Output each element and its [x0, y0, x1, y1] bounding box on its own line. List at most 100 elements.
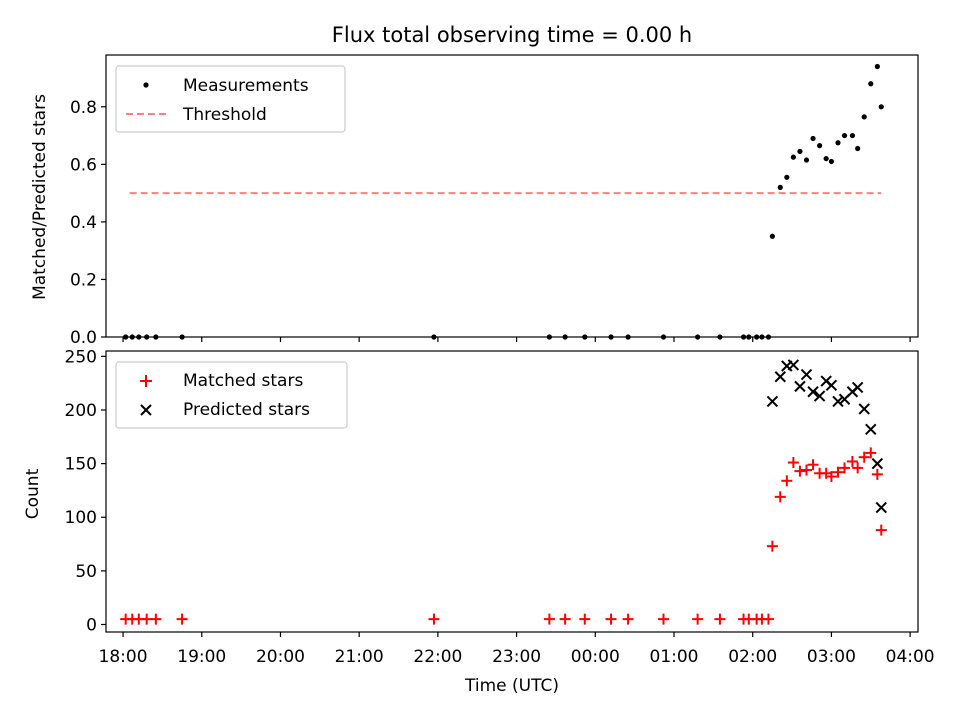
bottom-matched-stars-point	[781, 475, 793, 487]
bottom-matched-stars-point	[559, 613, 571, 625]
y-tick-label: 0.2	[70, 270, 97, 290]
bottom-predicted-stars-point	[875, 501, 887, 514]
bottom-matched-stars-point	[762, 613, 774, 625]
x-tick-label: 04:00	[886, 647, 935, 667]
bottom-matched-stars-point	[787, 457, 799, 469]
legend-measurements-marker	[143, 82, 149, 88]
bottom-matched-stars-point	[794, 465, 806, 477]
bottom-predicted-stars-point	[851, 381, 864, 394]
bottom-predicted-stars-point	[832, 395, 844, 408]
bottom-matched-stars-point	[622, 613, 634, 625]
bottom-matched-stars-point	[150, 613, 162, 625]
y-tick-label: 0.8	[70, 98, 97, 118]
bottom-predicted-stars-point	[766, 395, 779, 408]
bottom-matched-stars-point	[141, 613, 153, 625]
top-measurements-point	[769, 233, 775, 239]
x-tick-label: 22:00	[413, 647, 462, 667]
top-measurements-point	[861, 114, 867, 120]
bottom-matched-stars-point	[543, 613, 555, 625]
top-measurements-point	[817, 143, 823, 149]
legend-predicted-marker	[140, 404, 152, 416]
y-tick-label: 0.6	[70, 155, 97, 175]
top-panel: 0.0 0.2 0.4 0.6 0.8	[70, 54, 919, 348]
bottom-matched-stars-point	[865, 447, 877, 459]
top-measurements-point	[777, 184, 783, 190]
top-measurements-point	[823, 155, 829, 162]
top-measurements-point	[855, 145, 861, 152]
legend-top: Measurements Threshold	[115, 65, 346, 133]
plots-layer: 0.0 0.2 0.4 0.6 0.8 0 50 100 150 200 250 18:00 19:00…	[65, 54, 935, 667]
y-tick-label: 0.0	[70, 328, 97, 348]
top-measurements-point	[874, 63, 880, 70]
x-tick-label: 18:00	[99, 647, 148, 667]
x-axis-label: Time (UTC)	[464, 676, 559, 696]
top-measurements-point	[790, 154, 796, 160]
y-tick-label: 50	[75, 562, 97, 582]
bottom-matched-stars-point	[875, 524, 887, 536]
y-tick-label: 0.4	[70, 213, 97, 233]
top-measurements-point	[828, 158, 835, 165]
bottom-predicted-stars-point	[871, 457, 884, 470]
top-measurements-point	[849, 132, 856, 139]
bottom-matched-stars-point	[714, 613, 726, 625]
y-tick-label: 100	[65, 508, 97, 528]
y-tick-label: 150	[65, 455, 97, 475]
bottom-matched-stars-point	[605, 613, 617, 625]
top-measurements-point	[878, 104, 884, 110]
bottom-predicted-stars-point	[813, 390, 826, 402]
bottom-y-axis-label: Count	[23, 468, 43, 519]
legend-predicted-label: Predicted stars	[183, 400, 310, 420]
x-tick-label: 03:00	[807, 647, 856, 667]
legend-measurements-label: Measurements	[183, 76, 309, 96]
bottom-matched-stars-point	[825, 470, 837, 482]
y-tick-label: 200	[65, 401, 97, 421]
x-tick-label: 01:00	[650, 647, 699, 667]
bottom-matched-stars-point	[852, 462, 864, 474]
x-tick-label: 02:00	[728, 647, 777, 667]
bottom-matched-stars-point	[692, 613, 704, 625]
top-measurements-point	[835, 140, 841, 146]
x-tick-label: 19:00	[177, 647, 226, 667]
top-axes-frame	[105, 54, 919, 338]
top-measurements-point	[868, 81, 874, 87]
bottom-matched-stars-point	[579, 613, 591, 625]
bottom-predicted-stars-point	[825, 379, 838, 392]
chart-title: Flux total observing time = 0.00 h	[332, 23, 692, 47]
bottom-matched-stars-point	[858, 451, 870, 463]
bottom-predicted-stars-point	[807, 386, 819, 398]
legend-bottom-box	[115, 361, 348, 429]
bottom-panel: 0 50 100 150 200 250 18:00 19:00 20:00 21:00 22:00…	[65, 347, 935, 667]
bottom-matched-stars-point	[774, 491, 786, 503]
bottom-matched-stars-point	[766, 540, 778, 552]
legend-top-box	[115, 65, 346, 133]
top-measurements-point	[797, 148, 803, 154]
y-tick-label: 250	[65, 347, 97, 367]
y-tick-label: 0	[86, 615, 97, 635]
x-tick-label: 23:00	[492, 647, 541, 667]
top-measurements-point	[803, 157, 810, 163]
bottom-predicted-stars-point	[858, 403, 870, 415]
bottom-matched-stars-point	[658, 613, 670, 625]
bottom-predicted-stars-point	[774, 371, 786, 383]
bottom-matched-stars-point	[428, 613, 440, 625]
x-tick-label: 20:00	[256, 647, 305, 667]
bottom-axes-frame	[105, 350, 919, 633]
x-tick-label: 21:00	[335, 647, 384, 667]
top-measurements-point	[841, 132, 848, 139]
top-measurements-point	[810, 135, 816, 142]
bottom-matched-stars-point	[800, 464, 812, 476]
bottom-matched-stars-point	[871, 468, 883, 480]
bottom-matched-stars-point	[846, 455, 858, 467]
legend-matched-label: Matched stars	[183, 371, 303, 391]
top-y-axis-label: Matched/Predicted stars	[30, 94, 50, 300]
bottom-matched-stars-point	[807, 459, 819, 471]
bottom-matched-stars-point	[176, 613, 188, 625]
bottom-predicted-stars-point	[865, 423, 877, 436]
legend-threshold-label: Threshold	[182, 105, 267, 125]
top-measurements-point	[784, 174, 790, 180]
bottom-matched-stars-point	[832, 466, 844, 478]
x-tick-label: 00:00	[571, 647, 620, 667]
bottom-predicted-stars-point	[800, 368, 813, 381]
bottom-predicted-stars-point	[787, 359, 800, 371]
